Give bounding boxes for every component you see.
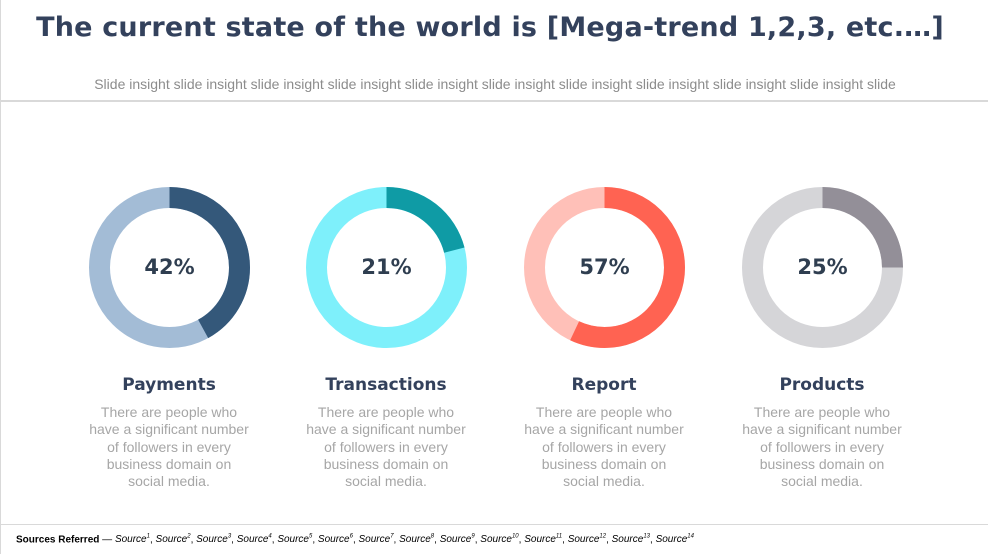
source-name: Source <box>524 534 556 546</box>
source-item: Source4 <box>237 534 272 545</box>
source-name: Source <box>358 534 391 546</box>
source-name: Source <box>277 534 309 546</box>
source-name: Source <box>196 534 228 546</box>
source-item: Source1 <box>115 534 150 545</box>
sources-heading: Sources Referred <box>16 534 100 546</box>
source-name: Source <box>567 534 600 546</box>
source-number: 1 <box>146 534 150 540</box>
footer-divider <box>1 524 988 525</box>
sources-footer: Sources Referred — Source1, Source2, Sou… <box>16 534 694 545</box>
source-name: Source <box>480 534 512 546</box>
sources-separator: — <box>99 534 115 546</box>
source-name: Source <box>655 534 688 546</box>
donut-percent-label: 25% <box>797 255 848 279</box>
source-item: Source9 <box>440 534 475 545</box>
source-item: Source11 <box>524 534 562 545</box>
donut-ring <box>524 187 685 348</box>
source-item: Source12 <box>568 534 606 545</box>
donut-chart-transactions: 21% <box>305 186 468 349</box>
source-item: Source10 <box>480 534 518 545</box>
donut-chart-products: 25% <box>741 186 904 349</box>
card-description-products: There are people who have a significant … <box>742 404 902 490</box>
card-label-transactions: Transactions <box>325 375 447 395</box>
donut-arc <box>306 187 467 348</box>
donut-ring <box>742 187 903 348</box>
title-divider <box>1 100 988 102</box>
card-description-payments: There are people who have a significant … <box>89 404 249 490</box>
source-number: 2 <box>187 534 191 540</box>
source-number: 8 <box>430 534 435 540</box>
donut-percent-label: 57% <box>579 255 630 279</box>
source-item: Source5 <box>277 534 312 545</box>
card-description-transactions: There are people who have a significant … <box>306 404 466 490</box>
source-list: Source1, Source2, Source3, Source4, Sour… <box>114 534 694 546</box>
source-number: 10 <box>511 534 519 540</box>
source-name: Source <box>439 534 472 546</box>
donut-ring <box>306 187 467 348</box>
donut-percent-label: 21% <box>361 255 412 279</box>
donut-percent-label: 42% <box>144 255 195 279</box>
source-number: 5 <box>309 534 313 540</box>
source-number: 7 <box>390 534 394 540</box>
slide-subtitle: Slide insight slide insight slide insigh… <box>94 76 896 92</box>
source-item: Source8 <box>399 534 434 545</box>
source-number: 14 <box>687 534 694 540</box>
source-number: 6 <box>349 534 353 540</box>
source-number: 4 <box>268 534 272 540</box>
source-name: Source <box>317 534 350 546</box>
card-description-report: There are people who have a significant … <box>524 404 684 490</box>
source-item: Source14 <box>656 534 694 545</box>
source-item: Source2 <box>156 534 191 545</box>
source-name: Source <box>155 534 188 546</box>
source-item: Source6 <box>318 534 353 545</box>
donut-ring <box>89 187 250 348</box>
source-number: 9 <box>471 534 475 540</box>
source-number: 12 <box>599 534 607 540</box>
source-name: Source <box>114 534 147 546</box>
donut-arc <box>524 187 685 348</box>
donut-arc <box>89 187 250 348</box>
source-item: Source3 <box>196 534 231 545</box>
source-name: Source <box>236 534 269 546</box>
card-label-products: Products <box>779 375 865 395</box>
source-number: 13 <box>643 534 651 540</box>
donut-chart-payments: 42% <box>88 186 251 349</box>
donut-arc <box>742 187 903 348</box>
source-item: Source13 <box>612 534 650 545</box>
source-item: Source7 <box>359 534 394 545</box>
card-label-payments: Payments <box>122 375 216 395</box>
slide-title: The current state of the world is [Mega-… <box>36 12 944 43</box>
source-name: Source <box>399 534 431 546</box>
source-number: 3 <box>227 534 232 540</box>
donut-chart-report: 57% <box>523 186 686 349</box>
source-name: Source <box>611 534 644 546</box>
card-label-report: Report <box>571 375 637 395</box>
source-number: 11 <box>555 534 563 540</box>
